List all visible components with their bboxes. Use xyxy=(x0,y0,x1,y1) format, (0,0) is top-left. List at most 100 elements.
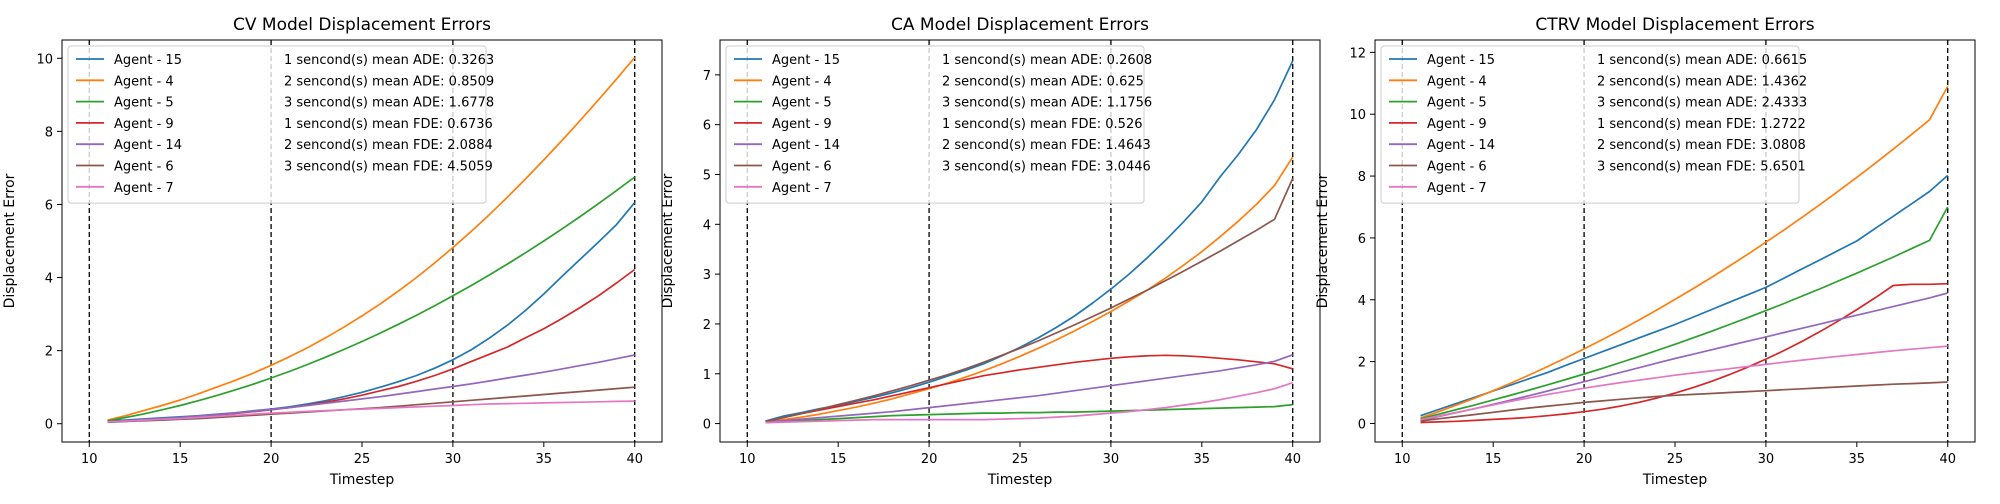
x-tick-label: 15 xyxy=(830,452,847,467)
series-line-7 xyxy=(765,381,1293,424)
x-tick-label: 20 xyxy=(921,452,938,467)
y-tick-label: 6 xyxy=(703,119,711,134)
series-line-4 xyxy=(1420,282,1948,424)
y-tick-label: 12 xyxy=(1349,46,1366,61)
legend-box xyxy=(1380,45,1800,204)
legend-label: Agent - 14 xyxy=(114,138,182,153)
y-tick-label: 10 xyxy=(1349,108,1366,123)
x-tick-label: 40 xyxy=(1284,452,1301,467)
y-tick-label: 2 xyxy=(1358,356,1366,371)
chart-panel-1: CV Model Displacement Errors Timestep Disp… xyxy=(2,15,663,488)
stat-annotation: 3 sencond(s) mean ADE: 1.6778 xyxy=(284,96,494,111)
series-line-7 xyxy=(107,400,635,423)
y-tick-label: 1 xyxy=(703,368,711,383)
chart-title: CV Model Displacement Errors xyxy=(233,15,491,35)
x-tick-label: 30 xyxy=(1758,452,1775,467)
legend-label: Agent - 4 xyxy=(114,74,174,89)
legend-label: Agent - 7 xyxy=(772,181,832,196)
stat-annotation: 1 sencond(s) mean FDE: 1.2722 xyxy=(1597,117,1806,132)
series-line-2 xyxy=(765,156,1294,423)
stat-annotation: 2 sencond(s) mean ADE: 0.625 xyxy=(942,74,1144,89)
x-axis-label: Timestep xyxy=(987,472,1053,488)
stat-annotation: 2 sencond(s) mean FDE: 3.0808 xyxy=(1597,138,1806,153)
series-line-3 xyxy=(1420,206,1949,420)
x-tick-label: 25 xyxy=(1012,452,1029,467)
x-tick-label: 35 xyxy=(1194,452,1211,467)
chart-panel-2: CA Model Displacement Errors Timestep Disp… xyxy=(660,15,1321,488)
series-line-5 xyxy=(1420,292,1948,422)
legend-label: Agent - 5 xyxy=(114,96,174,111)
legend-label: Agent - 5 xyxy=(1427,96,1487,111)
stat-annotation: 1 sencond(s) mean FDE: 0.6736 xyxy=(284,117,493,132)
series-line-1 xyxy=(765,60,1294,422)
legend-label: Agent - 6 xyxy=(772,160,832,175)
y-tick-label: 3 xyxy=(703,268,711,283)
legend-label: Agent - 15 xyxy=(114,53,182,68)
stat-annotation: 3 sencond(s) mean ADE: 1.1756 xyxy=(942,96,1152,111)
chart-title: CA Model Displacement Errors xyxy=(891,15,1149,35)
y-tick-label: 0 xyxy=(1358,417,1366,432)
plot-frame xyxy=(719,39,1321,443)
y-tick-label: 10 xyxy=(36,52,53,67)
y-axis-label: Displacement Error xyxy=(660,173,676,308)
y-tick-label: 6 xyxy=(1358,232,1366,247)
y-tick-label: 0 xyxy=(703,418,711,433)
y-tick-label: 8 xyxy=(45,125,53,140)
legend-label: Agent - 6 xyxy=(1427,160,1487,175)
stat-annotation: 2 sencond(s) mean ADE: 1.4362 xyxy=(1597,74,1807,89)
series-line-7 xyxy=(1420,345,1948,421)
stat-annotation: 2 sencond(s) mean FDE: 1.4643 xyxy=(942,138,1151,153)
x-tick-label: 40 xyxy=(1939,452,1956,467)
y-tick-label: 2 xyxy=(703,318,711,333)
series-line-2 xyxy=(107,56,636,421)
legend-label: Agent - 15 xyxy=(772,53,840,68)
x-tick-label: 40 xyxy=(626,452,643,467)
x-tick-label: 20 xyxy=(263,452,280,467)
y-axis-label: Displacement Error xyxy=(2,173,18,308)
series-line-6 xyxy=(1420,381,1948,422)
y-tick-label: 7 xyxy=(703,69,711,84)
series-line-6 xyxy=(765,178,1294,423)
series-line-4 xyxy=(107,268,636,423)
stat-annotation: 3 sencond(s) mean ADE: 2.4333 xyxy=(1597,96,1807,111)
y-tick-label: 8 xyxy=(1358,170,1366,185)
stat-annotation: 1 sencond(s) mean FDE: 0.526 xyxy=(942,117,1142,132)
legend-label: Agent - 9 xyxy=(1427,117,1487,132)
legend-label: Agent - 7 xyxy=(1427,181,1487,196)
x-tick-label: 10 xyxy=(739,452,756,467)
chart-title: CTRV Model Displacement Errors xyxy=(1535,15,1814,35)
x-tick-label: 30 xyxy=(445,452,462,467)
legend-label: Agent - 6 xyxy=(114,160,174,175)
legend-label: Agent - 4 xyxy=(772,74,832,89)
stat-annotation: 1 sencond(s) mean ADE: 0.2608 xyxy=(942,53,1152,68)
series-line-3 xyxy=(765,403,1293,424)
series-line-1 xyxy=(1420,174,1949,417)
x-tick-label: 15 xyxy=(172,452,189,467)
legend-label: Agent - 9 xyxy=(114,117,174,132)
stat-annotation: 1 sencond(s) mean ADE: 0.6615 xyxy=(1597,53,1807,68)
x-tick-label: 35 xyxy=(1849,452,1866,467)
x-tick-label: 30 xyxy=(1103,452,1120,467)
y-tick-label: 2 xyxy=(45,345,53,360)
legend-label: Agent - 5 xyxy=(772,96,832,111)
series-line-2 xyxy=(1420,85,1949,419)
y-axis-label: Displacement Error xyxy=(1315,173,1331,308)
series-line-5 xyxy=(765,353,1293,423)
series-line-1 xyxy=(107,202,636,422)
x-tick-label: 35 xyxy=(536,452,553,467)
stat-annotation: 2 sencond(s) mean FDE: 2.0884 xyxy=(284,138,493,153)
stat-annotation: 1 sencond(s) mean ADE: 0.3263 xyxy=(284,53,494,68)
stat-annotation: 2 sencond(s) mean ADE: 0.8509 xyxy=(284,74,494,89)
x-tick-label: 25 xyxy=(1667,452,1684,467)
y-tick-label: 6 xyxy=(45,198,53,213)
legend-box xyxy=(67,45,487,204)
legend-label: Agent - 4 xyxy=(1427,74,1487,89)
y-tick-label: 4 xyxy=(1358,294,1366,309)
stat-annotation: 3 sencond(s) mean FDE: 5.6501 xyxy=(1597,160,1806,175)
legend-label: Agent - 14 xyxy=(1427,138,1495,153)
y-tick-label: 0 xyxy=(45,418,53,433)
legend-label: Agent - 14 xyxy=(772,138,840,153)
x-tick-label: 10 xyxy=(81,452,98,467)
